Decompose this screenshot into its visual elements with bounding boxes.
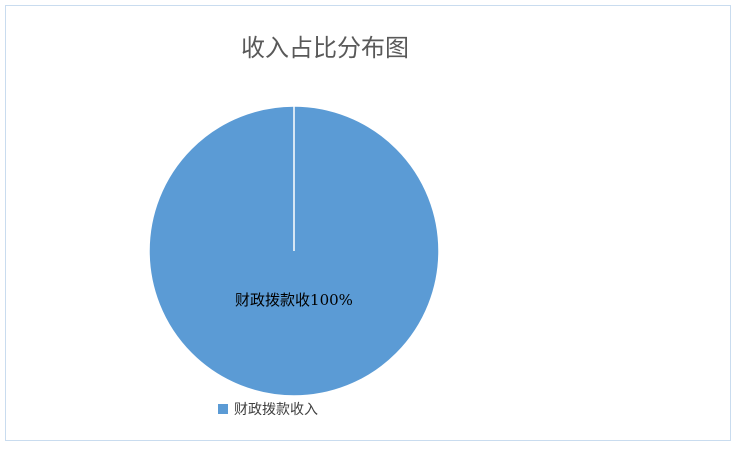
chart-frame [5,5,731,441]
legend: 财政拨款收入 [218,399,318,419]
data-label: 财政拨款收100% [235,291,353,309]
legend-swatch [218,404,228,414]
legend-label: 财政拨款收入 [234,402,318,418]
chart-title: 收入占比分布图 [241,34,409,62]
